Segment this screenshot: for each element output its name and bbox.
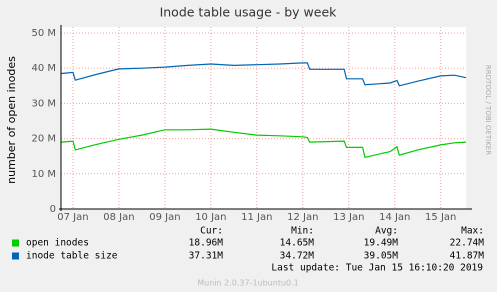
y-tick-label: 30 M bbox=[31, 98, 56, 109]
legend-stat: 41.87M bbox=[450, 251, 485, 262]
y-tick-label: 40 M bbox=[31, 63, 56, 74]
x-tick-label: 13 Jan bbox=[333, 212, 364, 223]
x-tick-label: 14 Jan bbox=[379, 212, 410, 223]
last-update: Last update: Tue Jan 15 16:10:20 2019 bbox=[271, 263, 483, 274]
x-tick-label: 09 Jan bbox=[149, 212, 180, 223]
legend-stat: 37.31M bbox=[189, 251, 224, 262]
legend-stat: 19.49M bbox=[364, 238, 399, 249]
y-tick-label: 10 M bbox=[31, 169, 56, 180]
y-axis-label: number of open inodes bbox=[5, 56, 18, 184]
y-tick-label: 20 M bbox=[31, 134, 56, 145]
legend-label: open inodes bbox=[26, 238, 89, 249]
legend-header: Cur: bbox=[200, 226, 223, 237]
x-tick-label: 11 Jan bbox=[241, 212, 272, 223]
legend-stat: 39.05M bbox=[364, 251, 399, 262]
legend-header: Avg: bbox=[375, 226, 398, 237]
y-tick-label: 0 bbox=[50, 204, 56, 215]
legend-swatch bbox=[12, 239, 19, 247]
legend-stat: 18.96M bbox=[189, 238, 224, 249]
x-tick-label: 10 Jan bbox=[195, 212, 226, 223]
y-tick-label: 50 M bbox=[31, 28, 56, 39]
series-line bbox=[61, 128, 467, 159]
side-text: RRDTOOL / TOBI OETIKER bbox=[484, 65, 492, 155]
legend-swatch bbox=[12, 252, 19, 260]
footer: Munin 2.0.37-1ubuntu0.1 bbox=[197, 279, 299, 288]
x-tick-label: 15 Jan bbox=[425, 212, 456, 223]
legend-header: Max: bbox=[461, 226, 484, 237]
legend-stat: 14.65M bbox=[280, 238, 315, 249]
x-tick-label: 12 Jan bbox=[287, 212, 318, 223]
legend-header: Min: bbox=[291, 226, 314, 237]
chart-title: Inode table usage - by week bbox=[160, 5, 338, 20]
plot-area bbox=[61, 27, 466, 209]
series-line bbox=[61, 62, 467, 87]
x-tick-label: 08 Jan bbox=[103, 212, 134, 223]
legend-stat: 22.74M bbox=[450, 238, 485, 249]
legend-label: inode table size bbox=[26, 251, 118, 262]
x-tick-label: 07 Jan bbox=[57, 212, 88, 223]
legend-stat: 34.72M bbox=[280, 251, 315, 262]
